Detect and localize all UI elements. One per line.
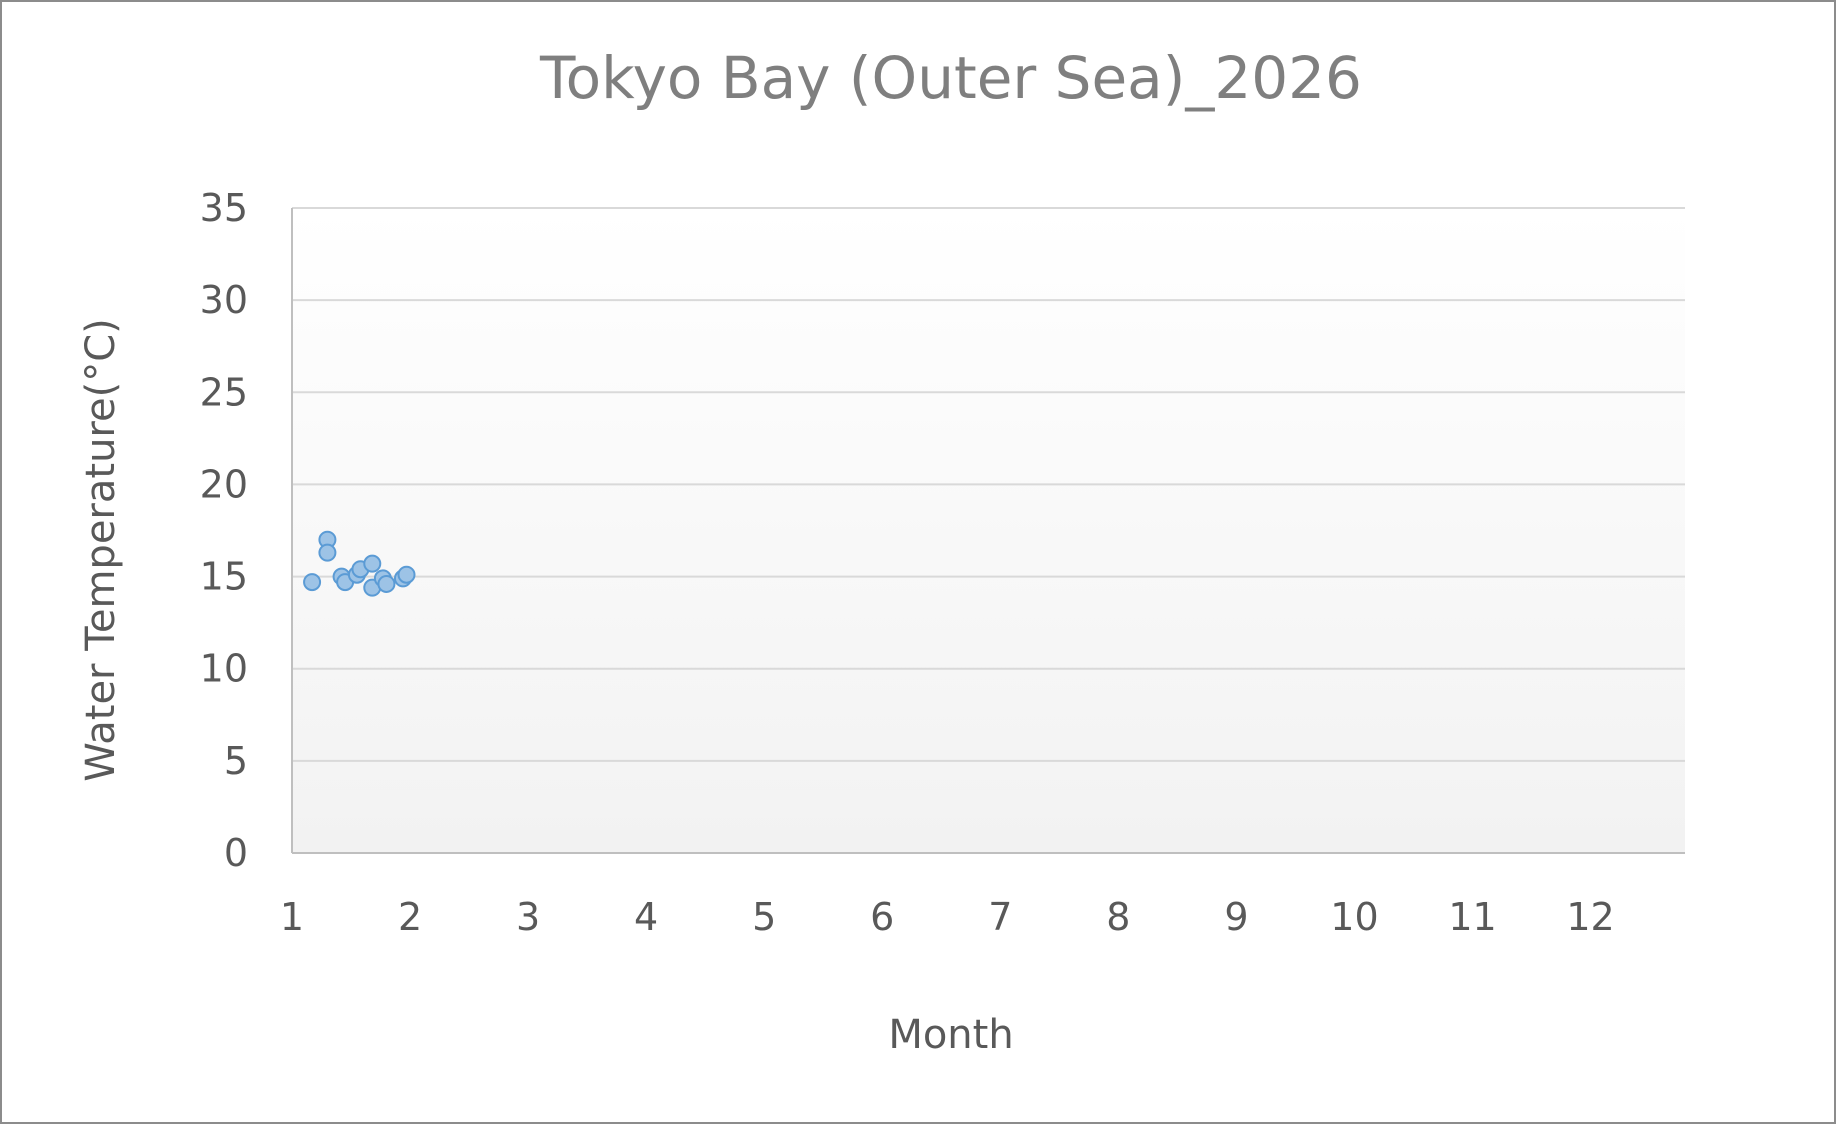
data-point <box>318 543 337 562</box>
chart-title: Tokyo Bay (Outer Sea)_2026 <box>539 44 1362 112</box>
y-tick-label: 20 <box>200 462 248 506</box>
x-tick-label: 8 <box>1106 895 1130 939</box>
x-tick-label: 11 <box>1448 895 1496 939</box>
y-tick-label: 15 <box>200 555 248 599</box>
gridlines <box>292 207 1685 762</box>
x-tick-label: 3 <box>516 895 540 939</box>
x-tick-label: 9 <box>1224 895 1248 939</box>
data-points <box>303 530 416 597</box>
y-tick-label: 5 <box>224 739 248 783</box>
x-tick-label: 2 <box>398 895 422 939</box>
data-point <box>377 574 396 593</box>
x-tick-label: 4 <box>634 895 658 939</box>
data-point <box>363 554 382 573</box>
x-tick-label: 12 <box>1566 895 1614 939</box>
y-axis-label: Water Temperature(°C) <box>78 318 124 781</box>
x-tick-label: 10 <box>1330 895 1378 939</box>
y-tick-label: 10 <box>200 647 248 691</box>
y-tick-label: 35 <box>200 186 248 230</box>
x-axis-label: Month <box>888 1012 1013 1058</box>
x-tick-label: 7 <box>988 895 1012 939</box>
data-point <box>397 565 416 584</box>
y-tick-label: 30 <box>200 278 248 322</box>
y-tick-label: 0 <box>224 831 248 875</box>
axes <box>291 208 1685 854</box>
data-point <box>303 573 322 592</box>
x-tick-label: 5 <box>752 895 776 939</box>
plot-area <box>292 208 1685 853</box>
x-tick-label: 6 <box>870 895 894 939</box>
x-tick-label: 1 <box>280 895 304 939</box>
y-tick-label: 25 <box>200 370 248 414</box>
